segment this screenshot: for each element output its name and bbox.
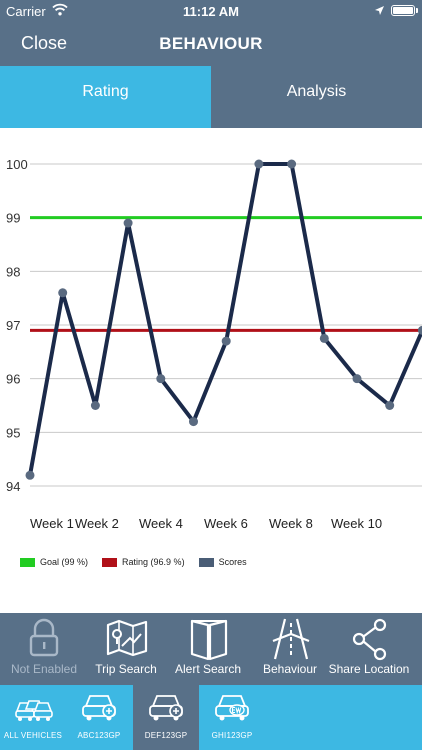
data-point	[58, 288, 68, 298]
tab-rating[interactable]: Rating	[0, 66, 211, 128]
page-title: BEHAVIOUR	[159, 34, 263, 53]
book-icon	[190, 619, 228, 661]
battery-tip	[416, 8, 418, 13]
x-tick-label: Week 4	[139, 516, 183, 531]
tab-bar: Rating Analysis	[0, 66, 422, 128]
x-tick-label: Week 2	[75, 516, 119, 531]
vehicle-all-label: ALL VEHICLES	[3, 731, 63, 740]
tab-analysis[interactable]: Analysis	[211, 66, 422, 128]
legend-item-rating: Rating (96.9 %)	[102, 557, 185, 567]
data-point	[189, 417, 198, 427]
wifi-icon	[52, 3, 68, 19]
data-point	[417, 325, 422, 335]
legend-label-rating: Rating (96.9 %)	[122, 557, 185, 567]
behaviour-button[interactable]: Behaviour	[248, 613, 332, 685]
legend-swatch-scores	[198, 557, 214, 567]
vehicle-ghi123gp-label: GHI123GP	[211, 731, 253, 740]
data-point	[90, 401, 100, 410]
close-button[interactable]: Close	[21, 33, 68, 53]
share-location-label: Share Location	[328, 662, 410, 676]
y-tick-label: 97	[6, 318, 20, 333]
alert-search-label: Alert Search	[174, 662, 242, 676]
not-enabled-label: Not Enabled	[10, 662, 78, 676]
vehicle-bar: ALL VEHICLES ABC123GP DEF123GP GHI1	[0, 685, 422, 750]
y-tick-label: 95	[6, 425, 20, 440]
trip-search-button[interactable]: Trip Search	[84, 613, 168, 685]
data-point	[221, 336, 231, 346]
legend-item-scores: Scores	[198, 557, 247, 567]
legend-label-scores: Scores	[218, 557, 247, 567]
data-point	[319, 333, 329, 343]
x-tick-label: Week 1	[30, 516, 74, 531]
y-tick-label: 94	[6, 479, 20, 494]
status-time: 11:12 AM	[183, 4, 239, 19]
legend-swatch-goal	[20, 557, 35, 567]
vehicles-icon	[15, 700, 53, 721]
location-arrow-icon	[374, 4, 385, 19]
share-icon	[352, 618, 387, 661]
data-point	[123, 218, 133, 228]
not-enabled-button[interactable]: Not Enabled	[2, 613, 86, 685]
data-point	[156, 374, 166, 384]
feature-toolbar: Not Enabled Trip Search Alert Search Beh…	[0, 613, 422, 685]
trip-search-label: Trip Search	[95, 662, 157, 676]
data-point	[287, 159, 297, 169]
car-plus-icon	[149, 695, 183, 721]
carrier-label: Carrier	[6, 4, 46, 19]
legend-swatch-rating	[102, 557, 118, 567]
road-icon	[272, 618, 310, 660]
chart-legend: Goal (99 %) Rating (96.9 %) Scores	[20, 556, 261, 568]
battery-icon	[391, 5, 415, 16]
share-location-button[interactable]: Share Location	[327, 613, 411, 685]
legend-item-goal: Goal (99 %)	[20, 557, 88, 567]
y-tick-label: 96	[6, 372, 20, 387]
behaviour-label: Behaviour	[262, 662, 318, 676]
rating-chart: 100 99 98 97 96 95 94 Week 1 Week 2 Week 4 Week 6 W…	[0, 128, 422, 612]
status-bar: Carrier 11:12 AM	[0, 0, 422, 22]
x-tick-label: Week 6	[204, 516, 248, 531]
data-point	[254, 159, 264, 169]
chart-svg: 100 99 98 97 96 95 94 Week 1 Week 2 Week 4 Week 6 W…	[6, 157, 422, 531]
map-icon	[106, 619, 148, 657]
car-ew-icon	[215, 695, 249, 721]
data-point	[25, 470, 35, 480]
x-tick-label: Week 8	[269, 516, 313, 531]
vehicle-abc123gp[interactable]: ABC123GP	[66, 685, 132, 750]
y-tick-label: 100	[6, 157, 28, 172]
vehicle-abc123gp-label: ABC123GP	[77, 731, 121, 740]
series-line	[28, 162, 422, 478]
x-tick-label: Week 10	[331, 516, 382, 531]
vehicle-all[interactable]: ALL VEHICLES	[0, 685, 66, 750]
car-plus-icon	[82, 695, 116, 721]
header: Carrier 11:12 AM Close BEHAVIOUR	[0, 0, 422, 66]
y-tick-label: 99	[6, 211, 20, 226]
y-tick-label: 98	[6, 264, 20, 279]
vehicle-ghi123gp[interactable]: GHI123GP	[199, 685, 265, 750]
vehicle-def123gp-label: DEF123GP	[144, 731, 188, 740]
vehicle-def123gp[interactable]: DEF123GP	[133, 685, 199, 750]
data-point	[352, 374, 362, 384]
alert-search-button[interactable]: Alert Search	[166, 613, 250, 685]
lock-icon	[29, 618, 59, 657]
legend-label-goal: Goal (99 %)	[40, 557, 89, 567]
data-point	[385, 401, 395, 410]
